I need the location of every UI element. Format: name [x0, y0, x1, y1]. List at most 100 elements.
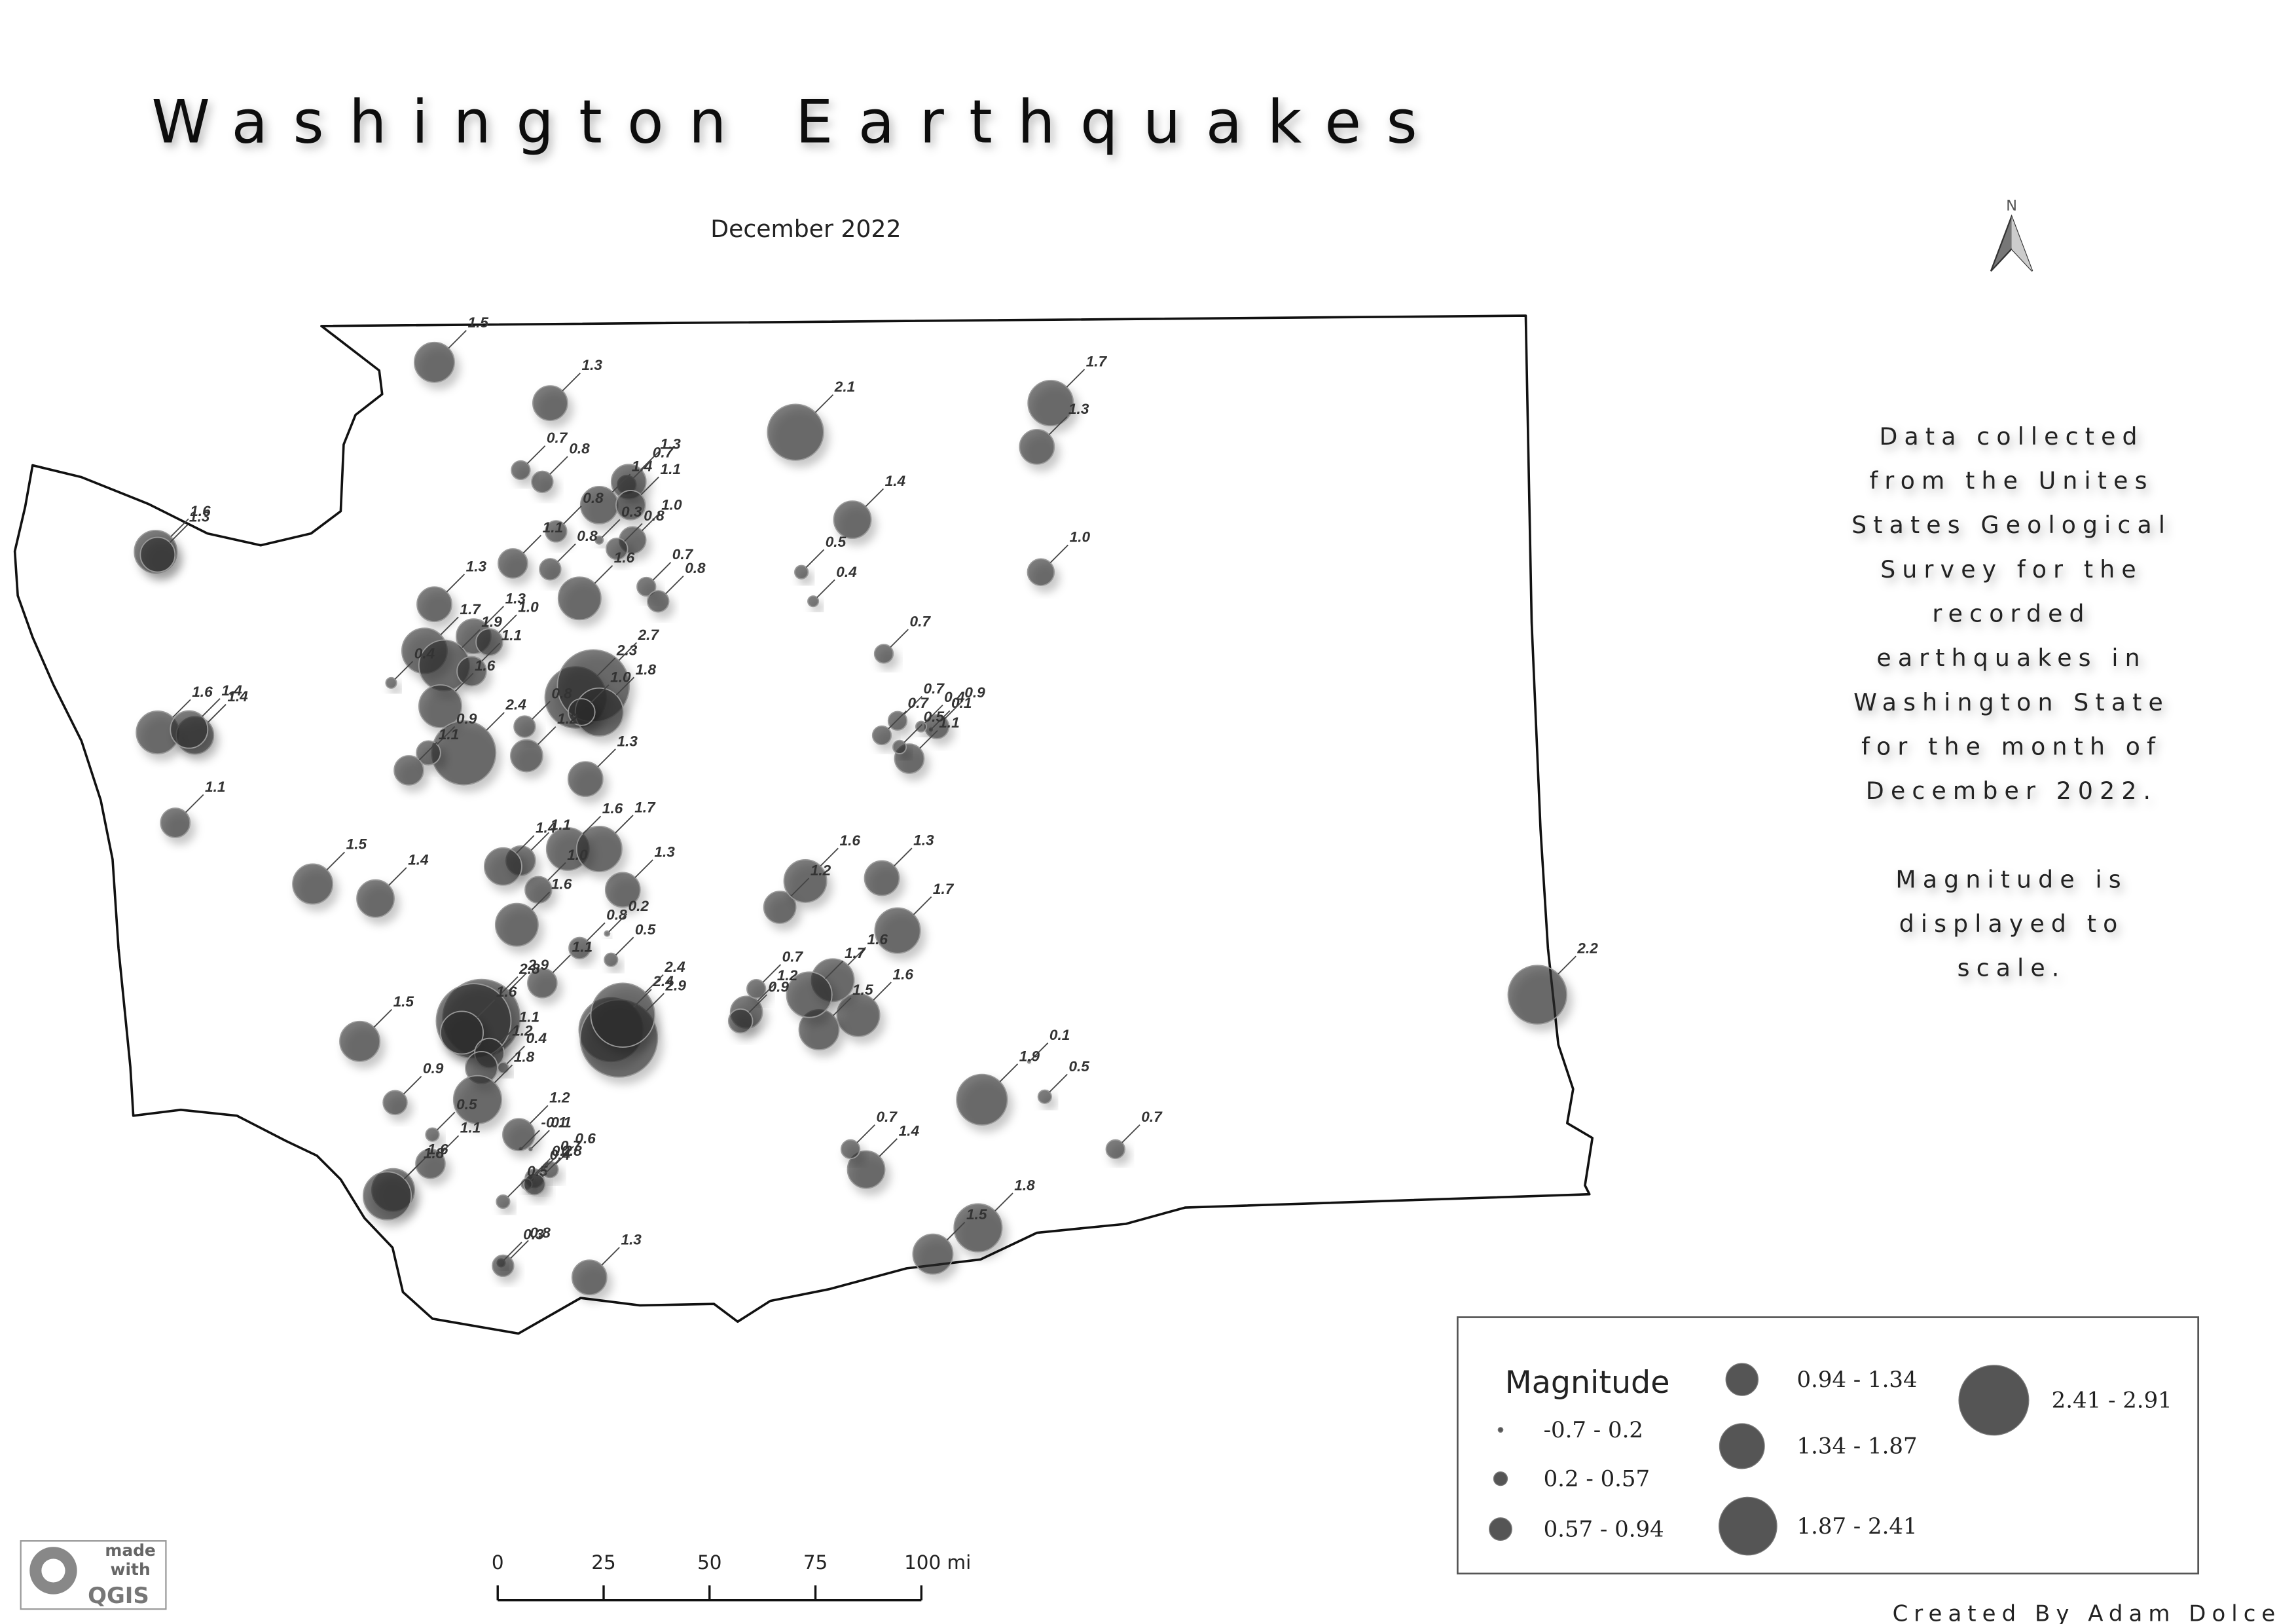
label-leader: [403, 1075, 422, 1095]
quake-label: 1.3: [189, 509, 210, 525]
quake: [953, 1203, 1003, 1253]
quake-label: 1.2: [811, 862, 831, 879]
map-title: Washington Earthquakes: [151, 88, 1442, 157]
quake-label: 0.9: [964, 684, 985, 701]
credit: Created By Adam Dolce: [1893, 1601, 2282, 1624]
label-leader: [522, 534, 542, 554]
quake: [393, 755, 424, 786]
label-leader: [476, 999, 496, 1018]
label-leader: [594, 564, 613, 584]
quake-label: 1.5: [468, 314, 489, 331]
quake: [571, 1259, 608, 1296]
legend-symbol: [1718, 1496, 1777, 1556]
quake-label: 1.1: [551, 817, 571, 833]
quake-label: 0.5: [1068, 1058, 1089, 1075]
quake-label: 1.4: [227, 688, 248, 705]
quake-label: 1.6: [614, 549, 635, 566]
quake-label: -0.1: [541, 1115, 566, 1131]
quake-label: 0.4: [836, 564, 857, 580]
quake-label: 1.0: [661, 497, 682, 513]
label-leader: [634, 859, 653, 878]
quake: [139, 536, 176, 573]
quake-label: 1.7: [460, 601, 481, 618]
label-leader: [919, 729, 938, 749]
label-leader: [748, 994, 767, 1013]
label-leader: [531, 1130, 550, 1149]
quake-label: 0.3: [621, 504, 642, 520]
quake: [416, 586, 452, 623]
label-leader: [820, 847, 839, 867]
description-line: earthquakes in: [1876, 644, 2146, 672]
quake: [892, 739, 907, 754]
quake: [418, 684, 462, 728]
label-leader: [462, 629, 481, 648]
quake-label: 0.8: [644, 507, 665, 524]
label-leader: [611, 473, 631, 492]
label-leader: [602, 519, 621, 538]
quake-labels: 1.51.32.11.71.31.41.00.50.41.61.30.70.81…: [169, 314, 1598, 1266]
label-leader: [945, 699, 964, 719]
quake: [292, 863, 334, 905]
label-leader: [373, 1008, 392, 1028]
quake-label: 1.1: [519, 1009, 539, 1025]
quake: [604, 872, 641, 908]
legend-symbol: [1719, 1423, 1765, 1469]
quake-label: 1.0: [518, 599, 539, 615]
quake-label: 0.7: [782, 948, 804, 965]
quake-label: 0.8: [569, 441, 590, 457]
scale-bar: 0 25 50 75 100 mi: [492, 1551, 971, 1602]
quake-label: 0.6: [575, 1130, 596, 1147]
description-line: scale.: [1958, 954, 2066, 982]
label-leader: [506, 1045, 525, 1065]
quake: [494, 902, 539, 947]
quake-label: 1.1: [661, 461, 681, 477]
quake-label: 1.6: [602, 800, 623, 817]
quake-label: 1.5: [852, 982, 873, 998]
label-leader: [894, 847, 913, 866]
label-leader: [633, 989, 652, 1008]
label-leader: [326, 851, 346, 871]
quake: [615, 490, 646, 521]
label-leader: [437, 1111, 456, 1131]
quake-label: 1.5: [393, 993, 414, 1010]
label-leader: [202, 698, 221, 717]
label-leader: [816, 579, 835, 599]
scale-label: 50: [697, 1551, 721, 1574]
quake-label: 1.7: [845, 945, 866, 961]
label-leader: [601, 1247, 620, 1266]
quake-label: 2.4: [664, 959, 685, 975]
quake: [1027, 380, 1074, 427]
quake-label: 1.4: [408, 851, 429, 868]
quake-label: 1.5: [346, 836, 367, 853]
scale-label: 25: [591, 1551, 615, 1574]
label-leader: [562, 373, 581, 392]
label-leader: [1066, 369, 1085, 388]
label-leader: [1049, 544, 1069, 563]
label-leader: [640, 451, 659, 470]
label-leader: [481, 642, 501, 661]
quake: [502, 1118, 536, 1152]
label-leader: [394, 661, 414, 680]
label-leader: [1048, 416, 1068, 435]
label-leader: [526, 445, 546, 464]
label-leader: [498, 614, 517, 633]
quake: [545, 520, 568, 543]
label-leader: [879, 1138, 898, 1157]
label-leader: [642, 512, 661, 532]
legend-label: 1.87 - 2.41: [1797, 1514, 1918, 1540]
quake: [452, 1075, 503, 1124]
label-leader: [931, 710, 951, 729]
label-leader: [596, 657, 616, 676]
label-leader: [790, 877, 810, 896]
quake: [840, 1139, 861, 1160]
quake-label: 0.7: [908, 695, 930, 711]
label-leader: [856, 1124, 875, 1143]
label-leader: [888, 710, 907, 729]
label-leader: [532, 701, 551, 720]
quake: [511, 460, 531, 481]
quake: [864, 860, 900, 896]
description-line: Survey for the: [1880, 555, 2143, 583]
quake-label: 0.9: [769, 978, 790, 995]
description-line: Washington State: [1853, 688, 2170, 716]
